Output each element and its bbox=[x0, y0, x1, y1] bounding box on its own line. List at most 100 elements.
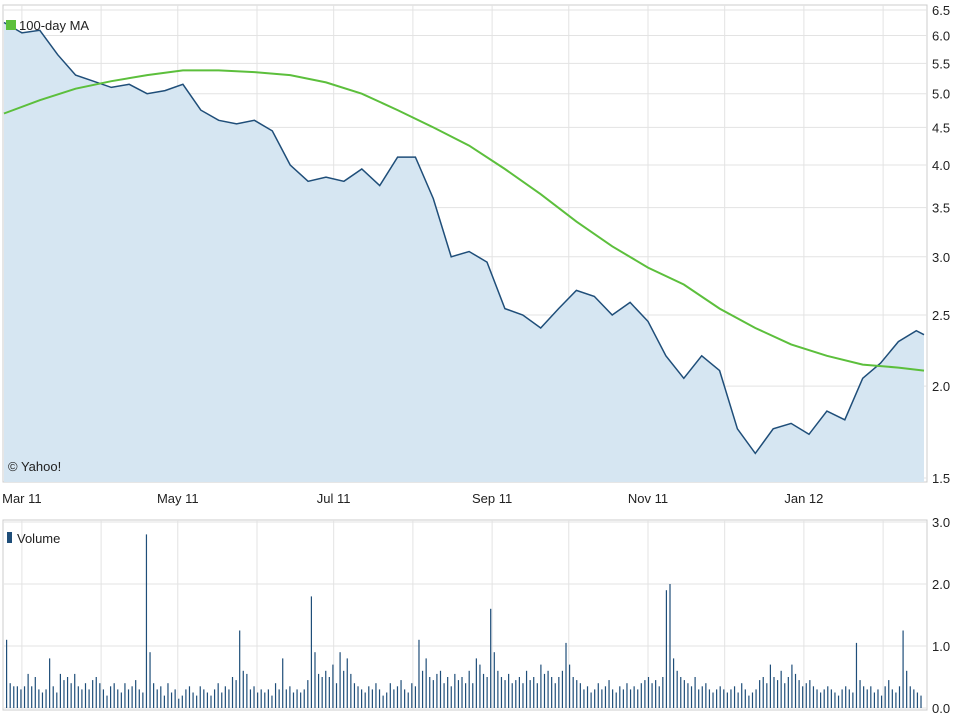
volume-bar bbox=[676, 670, 678, 708]
volume-bar bbox=[389, 683, 391, 708]
volume-bar bbox=[310, 596, 312, 708]
volume-bar bbox=[655, 680, 657, 708]
ma-legend: 100-day MA bbox=[6, 18, 89, 33]
volume-bar bbox=[339, 652, 341, 708]
volume-bar bbox=[500, 677, 503, 708]
volume-bar bbox=[637, 689, 639, 708]
volume-bar bbox=[328, 677, 330, 708]
volume-bar bbox=[870, 686, 872, 708]
volume-y-axis: 0.0 1.0 2.0 3.0 bbox=[932, 515, 950, 716]
volume-bar bbox=[461, 677, 463, 708]
volume-bar bbox=[916, 692, 919, 708]
volume-bar bbox=[522, 683, 524, 708]
volume-bar bbox=[145, 534, 148, 708]
volume-bar bbox=[776, 680, 779, 708]
volume-bar bbox=[113, 683, 115, 708]
volume-bar bbox=[906, 670, 908, 708]
volume-bar bbox=[497, 670, 499, 708]
volume-bar bbox=[317, 673, 320, 708]
volume-bar bbox=[149, 652, 151, 708]
volume-bar bbox=[769, 664, 771, 708]
volume-bar bbox=[888, 680, 890, 708]
volume-bar bbox=[651, 683, 653, 708]
volume-bar bbox=[160, 686, 162, 708]
volume-bar bbox=[153, 683, 155, 708]
price-y-tick-label: 3.5 bbox=[932, 201, 950, 216]
volume-bar bbox=[701, 686, 703, 708]
volume-bar bbox=[647, 677, 650, 708]
volume-y-tick-label: 0.0 bbox=[932, 701, 950, 716]
volume-bar bbox=[253, 686, 255, 708]
x-tick-label: May 11 bbox=[157, 491, 199, 506]
volume-bar bbox=[694, 677, 696, 708]
volume-bar bbox=[518, 677, 520, 708]
volume-bar bbox=[733, 686, 736, 708]
volume-panel: 0.0 1.0 2.0 3.0 Volume bbox=[2, 515, 950, 716]
volume-bar bbox=[314, 652, 316, 708]
ma-legend-swatch bbox=[6, 20, 16, 30]
volume-bar bbox=[109, 686, 112, 708]
volume-bar bbox=[551, 677, 553, 708]
volume-bar bbox=[386, 692, 388, 708]
volume-bar bbox=[429, 677, 431, 708]
volume-bar bbox=[629, 689, 632, 708]
volume-bar bbox=[891, 689, 893, 708]
volume-bar bbox=[9, 683, 11, 708]
volume-bar bbox=[167, 683, 169, 708]
volume-bar bbox=[16, 686, 18, 708]
volume-bar bbox=[493, 652, 495, 708]
volume-bar bbox=[543, 673, 546, 708]
volume-bar bbox=[780, 670, 782, 708]
volume-bar bbox=[748, 695, 750, 708]
volume-bar bbox=[558, 677, 560, 708]
volume-bar bbox=[282, 658, 284, 708]
volume-bar bbox=[224, 686, 226, 708]
volume-bar bbox=[902, 630, 904, 708]
x-tick-label: Nov 11 bbox=[628, 491, 668, 506]
volume-bar bbox=[841, 689, 843, 708]
volume-bar bbox=[267, 689, 269, 708]
volume-bar bbox=[457, 680, 460, 708]
volume-bar bbox=[619, 686, 621, 708]
volume-bar bbox=[425, 658, 427, 708]
volume-bar bbox=[213, 689, 216, 708]
volume-bar bbox=[242, 670, 244, 708]
volume-bar bbox=[343, 670, 345, 708]
volume-bar bbox=[285, 689, 287, 708]
volume-bar bbox=[794, 673, 797, 708]
volume-bar bbox=[300, 692, 302, 708]
ma-legend-label: 100-day MA bbox=[19, 18, 89, 33]
volume-bar bbox=[687, 683, 689, 708]
volume-bar bbox=[848, 689, 850, 708]
volume-bar bbox=[830, 689, 832, 708]
volume-bar bbox=[199, 686, 201, 708]
volume-bar bbox=[235, 680, 237, 708]
volume-bar bbox=[217, 683, 219, 708]
volume-bar bbox=[737, 692, 739, 708]
volume-bar bbox=[436, 673, 438, 708]
volume-bar bbox=[303, 689, 305, 708]
volume-bar bbox=[604, 686, 607, 708]
volume-bar bbox=[468, 670, 470, 708]
volume-bar bbox=[672, 658, 675, 708]
volume-bar bbox=[812, 686, 815, 708]
volume-bar bbox=[766, 683, 768, 708]
volume-bar bbox=[576, 680, 578, 708]
volume-bar bbox=[665, 590, 668, 708]
volume-bar bbox=[640, 683, 642, 708]
volume-bar bbox=[773, 677, 775, 708]
volume-bar bbox=[432, 680, 434, 708]
x-tick-label: Sep 11 bbox=[472, 491, 512, 506]
volume-bar bbox=[601, 689, 603, 708]
volume-bar bbox=[196, 695, 198, 708]
volume-legend-label: Volume bbox=[17, 531, 60, 546]
volume-bar bbox=[439, 670, 442, 708]
volume-bar bbox=[820, 692, 822, 708]
volume-grid bbox=[4, 520, 927, 710]
volume-bar bbox=[6, 639, 8, 708]
volume-bar bbox=[332, 664, 334, 708]
volume-bar bbox=[418, 639, 420, 708]
volume-bar bbox=[31, 686, 33, 708]
volume-bar bbox=[708, 689, 711, 708]
volume-y-tick-label: 1.0 bbox=[932, 639, 950, 654]
